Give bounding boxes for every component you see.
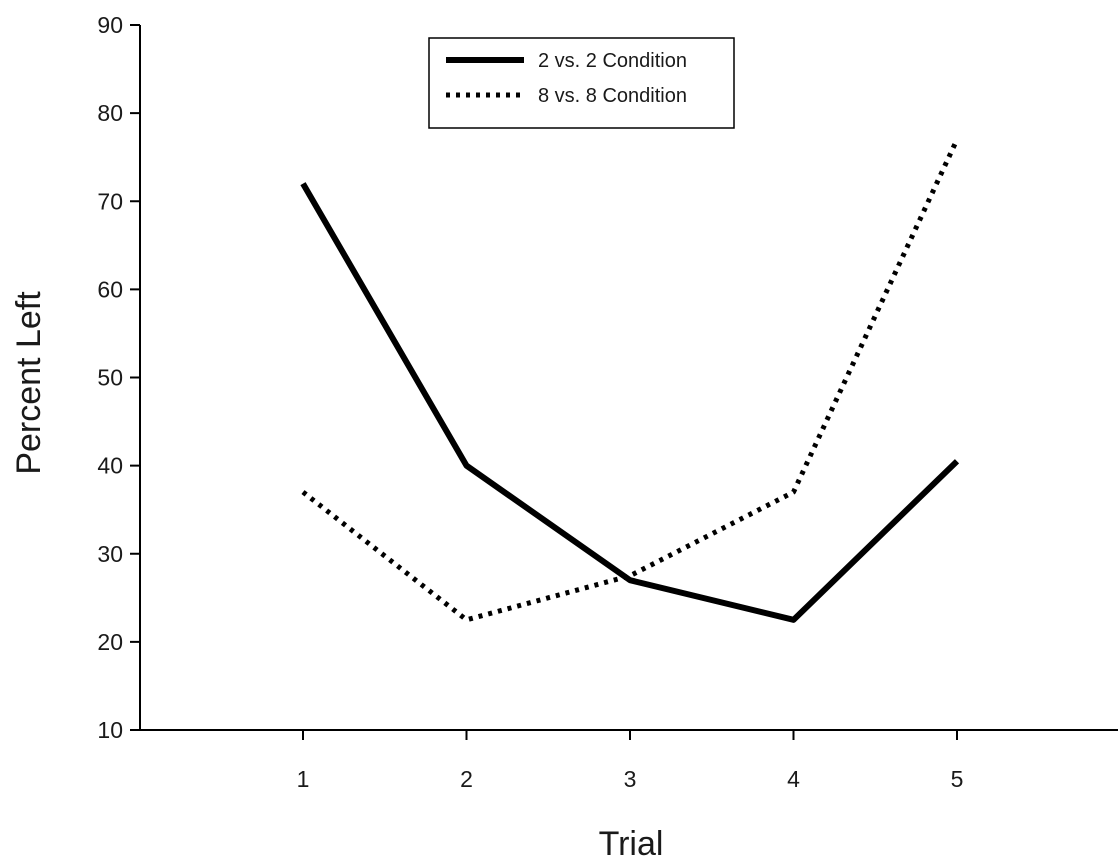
- y-tick-label: 10: [97, 717, 123, 743]
- y-tick-label: 40: [97, 453, 123, 479]
- legend: 2 vs. 2 Condition 8 vs. 8 Condition: [428, 37, 735, 129]
- y-tick-label: 70: [97, 188, 123, 214]
- series-layer: [300, 138, 960, 623]
- y-tick-label: 20: [97, 629, 123, 655]
- y-tick-label: 60: [97, 276, 123, 302]
- legend-label-8vs8: 8 vs. 8 Condition: [538, 85, 687, 107]
- y-tick-label: 50: [97, 365, 123, 391]
- y-tick-label: 30: [97, 541, 123, 567]
- y-tick-label: 90: [97, 12, 123, 38]
- series-line-8vs8: [301, 138, 960, 623]
- y-tick-label: 80: [97, 100, 123, 126]
- x-tick-label: 3: [624, 766, 637, 792]
- legend-label-2vs2: 2 vs. 2 Condition: [538, 50, 687, 72]
- axes: [139, 25, 1118, 731]
- y-axis-label: Percent Left: [10, 291, 48, 475]
- x-tick-label: 4: [787, 766, 800, 792]
- x-tick-label: 1: [297, 766, 310, 792]
- x-tick-label: 2: [460, 766, 473, 792]
- series-line-2vs2: [300, 182, 960, 623]
- x-tick-label: 5: [951, 766, 964, 792]
- legend-box: [428, 37, 735, 129]
- x-axis-label: Trial: [599, 825, 664, 863]
- x-axis-ticks: 1 2 3 4 5: [297, 730, 964, 792]
- y-axis-ticks: 10 20 30 40 50 60 70 80 90: [97, 12, 140, 743]
